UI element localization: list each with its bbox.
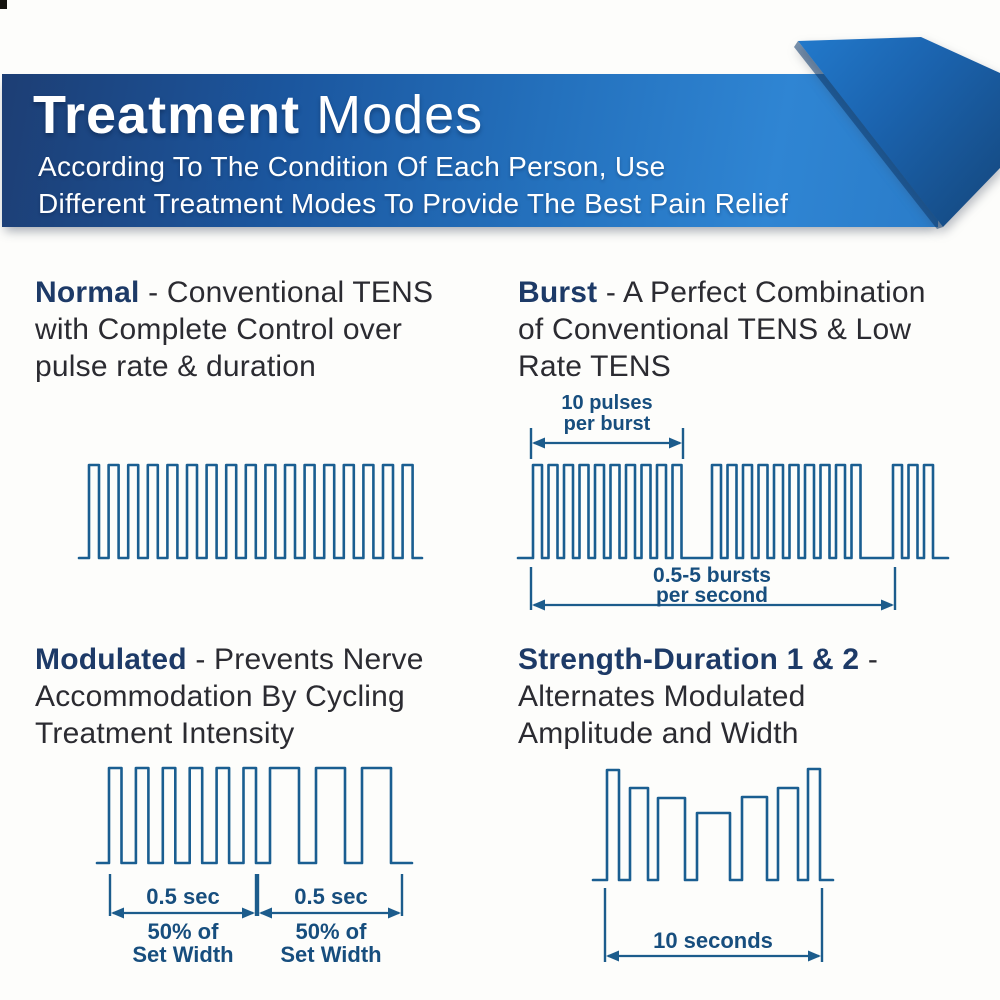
mode-line: Treatment Intensity: [35, 717, 295, 750]
mode-keyword-modulated: Modulated: [35, 643, 187, 676]
mode-keyword-normal: Normal: [35, 276, 140, 309]
arrowhead-right-icon: [242, 907, 255, 919]
dimension-label: 10 pulses: [561, 392, 652, 414]
waveform-path: [77, 463, 424, 560]
mode-line: Alternates Modulated: [518, 680, 806, 713]
mode-rest-normal: - Conventional TENS: [139, 276, 434, 309]
ribbon-fold-edge: [794, 41, 943, 229]
mode-line: with Complete Control over: [35, 313, 403, 346]
mode-rest-strength: -: [859, 643, 879, 676]
waveform-path: [591, 767, 835, 882]
mode-line: Accommodation By Cycling: [35, 680, 405, 713]
mode-heading-modulated: Modulated - Prevents Nerve Accommodation…: [35, 641, 505, 752]
arrowhead-right-icon: [388, 907, 401, 919]
dimension-label: 0.5 sec: [146, 884, 219, 909]
arrowhead-right-icon: [881, 599, 894, 611]
dimension-sublabel: 50% of: [148, 919, 220, 944]
waveform-path: [516, 463, 950, 560]
mode-line: Rate TENS: [518, 350, 671, 383]
mode-line: Amplitude and Width: [518, 717, 799, 750]
subtitle-line-1: According To The Condition Of Each Perso…: [38, 151, 666, 182]
page-title-bold: Treatment: [33, 85, 301, 145]
mode-rest-burst: - A Perfect Combination: [597, 276, 926, 309]
arrowhead-right-icon: [808, 950, 821, 962]
header-banner: [2, 74, 938, 227]
mode-keyword-burst: Burst: [518, 276, 598, 309]
mode-heading-burst: Burst - A Perfect Combination of Convent…: [518, 274, 988, 385]
mode-heading-normal: Normal - Conventional TENS with Complete…: [35, 274, 505, 385]
subtitle-line-2: Different Treatment Modes To Provide The…: [38, 188, 789, 219]
dimension-label: 0.5 sec: [294, 884, 367, 909]
page-title-light: Modes: [300, 85, 484, 145]
dimension-sublabel: Set Width: [132, 942, 233, 967]
waveform-path: [95, 766, 414, 865]
dimension-sublabel: 50% of: [296, 919, 368, 944]
mode-rest-modulated: - Prevents Nerve: [186, 643, 424, 676]
ribbon-fold-arrow-icon: [794, 37, 1000, 229]
arrowhead-left-icon: [606, 950, 619, 962]
waveform-strength: 10 seconds: [591, 767, 835, 962]
dimension-sublabel: Set Width: [280, 942, 381, 967]
mode-line: pulse rate & duration: [35, 350, 317, 383]
dimension-label: 10 seconds: [653, 928, 773, 953]
arrowhead-right-icon: [669, 437, 682, 449]
dimension-label: per burst: [564, 413, 651, 435]
mode-line: of Conventional TENS & Low: [518, 313, 912, 346]
page-title: Treatment Modes: [33, 84, 483, 146]
waveform-normal: [77, 463, 424, 560]
page-subtitle: According To The Condition Of Each Perso…: [38, 148, 788, 222]
arrowhead-left-icon: [532, 437, 545, 449]
corner-artifact: [0, 0, 7, 9]
mode-heading-strength: Strength-Duration 1 & 2 - Alternates Mod…: [518, 641, 988, 752]
dimension-label: per second: [656, 584, 768, 607]
dimension-label: 0.5-5 bursts: [653, 564, 771, 587]
arrowhead-left-icon: [111, 907, 124, 919]
arrowhead-left-icon: [532, 599, 545, 611]
ribbon-arrow-shape: [798, 37, 1000, 227]
arrowhead-left-icon: [259, 907, 272, 919]
mode-keyword-strength: Strength-Duration 1 & 2: [518, 643, 860, 676]
